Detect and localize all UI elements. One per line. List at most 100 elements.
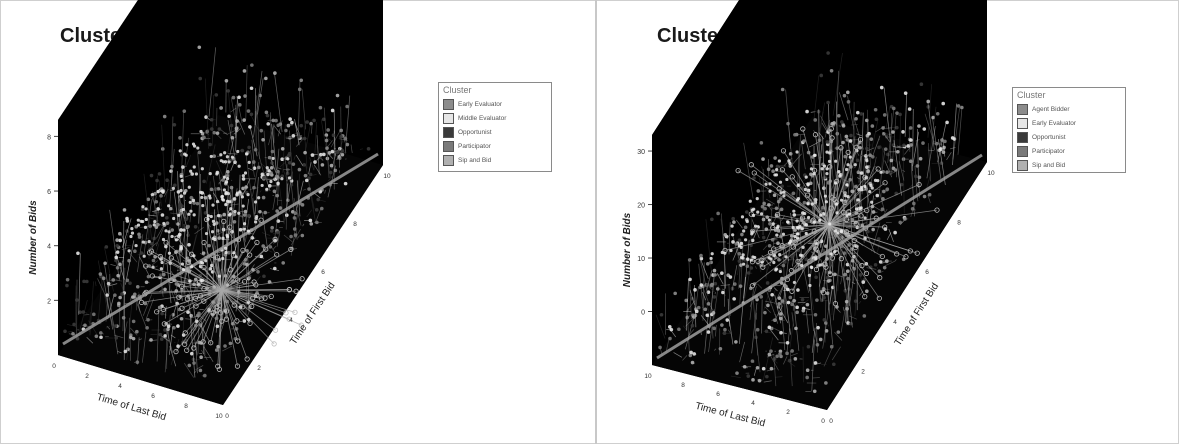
data-point — [199, 355, 203, 360]
data-point — [192, 254, 196, 258]
data-point — [302, 163, 306, 167]
data-point — [165, 221, 170, 225]
data-stem — [230, 107, 237, 113]
data-point — [765, 281, 770, 285]
spike-line — [816, 224, 830, 270]
data-stem — [320, 158, 324, 161]
data-point — [795, 150, 799, 154]
data-point — [145, 326, 149, 330]
data-point — [225, 235, 230, 239]
data-stem — [307, 178, 316, 223]
data-stem — [728, 284, 731, 316]
data-stem — [826, 281, 834, 345]
data-point — [248, 125, 252, 129]
data-point — [261, 244, 265, 248]
data-stem — [170, 271, 180, 286]
data-stem — [765, 198, 775, 205]
data-stem — [779, 278, 787, 297]
data-stem — [789, 350, 793, 387]
data-point — [223, 344, 227, 348]
data-point — [822, 261, 828, 267]
data-point — [735, 371, 739, 375]
spike-line — [802, 128, 830, 226]
data-point — [143, 225, 148, 229]
data-point — [104, 245, 109, 249]
data-point — [92, 312, 96, 317]
data-stem — [175, 283, 179, 318]
data-point — [788, 161, 792, 165]
data-point — [186, 224, 190, 229]
data-point — [939, 161, 944, 165]
data-stem — [227, 120, 237, 166]
data-point — [146, 274, 151, 279]
data-stem — [120, 233, 127, 247]
data-point — [212, 130, 216, 135]
data-point — [793, 132, 797, 137]
data-point — [866, 169, 870, 174]
data-stem — [273, 176, 280, 195]
data-point — [224, 78, 229, 83]
spike-line — [175, 289, 223, 352]
data-stem — [223, 137, 235, 180]
data-point — [899, 182, 904, 187]
data-point — [755, 197, 759, 201]
data-point — [846, 90, 850, 95]
spike-line — [206, 195, 208, 291]
spike-line — [145, 265, 223, 291]
data-point — [291, 162, 296, 166]
data-point — [796, 288, 800, 292]
data-stem — [244, 214, 250, 243]
data-point — [885, 170, 889, 175]
data-stem — [728, 319, 734, 345]
data-point — [768, 189, 772, 193]
data-point — [225, 177, 230, 181]
data-stem — [137, 337, 140, 365]
data-point — [799, 215, 806, 221]
data-point — [181, 207, 185, 212]
data-point — [219, 106, 223, 110]
x-tick-label: 4 — [118, 383, 122, 390]
data-point — [198, 368, 203, 373]
data-point — [839, 244, 844, 249]
data-point — [298, 322, 304, 328]
data-stem — [146, 238, 150, 240]
data-point — [217, 274, 221, 278]
data-point — [721, 290, 725, 295]
spike-line — [828, 182, 886, 226]
data-point — [303, 173, 308, 178]
data-stem — [835, 274, 844, 278]
data-stem — [171, 204, 177, 225]
data-stem — [189, 226, 200, 262]
data-point — [179, 305, 185, 311]
data-point — [290, 120, 294, 125]
data-point — [808, 283, 812, 288]
data-point — [192, 361, 196, 365]
data-point — [748, 162, 754, 168]
data-point — [225, 199, 230, 203]
data-point — [725, 318, 730, 322]
data-point — [235, 338, 241, 344]
data-point — [865, 289, 869, 294]
data-stem — [715, 325, 717, 337]
data-point — [275, 209, 279, 213]
data-point — [843, 229, 850, 235]
data-point — [833, 181, 838, 185]
data-point — [742, 229, 746, 233]
spike-line — [221, 289, 252, 307]
data-point — [207, 243, 211, 248]
data-point — [264, 76, 268, 81]
data-point — [237, 95, 241, 100]
data-stem — [840, 278, 851, 333]
data-stem — [136, 303, 147, 329]
spike-line — [176, 237, 223, 291]
data-point — [281, 261, 286, 265]
data-point — [760, 204, 765, 209]
data-point — [749, 286, 753, 291]
data-point — [273, 71, 277, 75]
data-stem — [802, 184, 804, 190]
spike-line — [825, 224, 830, 268]
legend-label: Participator — [1032, 147, 1065, 155]
data-point — [209, 214, 213, 219]
data-point — [75, 298, 79, 302]
data-point — [800, 297, 805, 302]
